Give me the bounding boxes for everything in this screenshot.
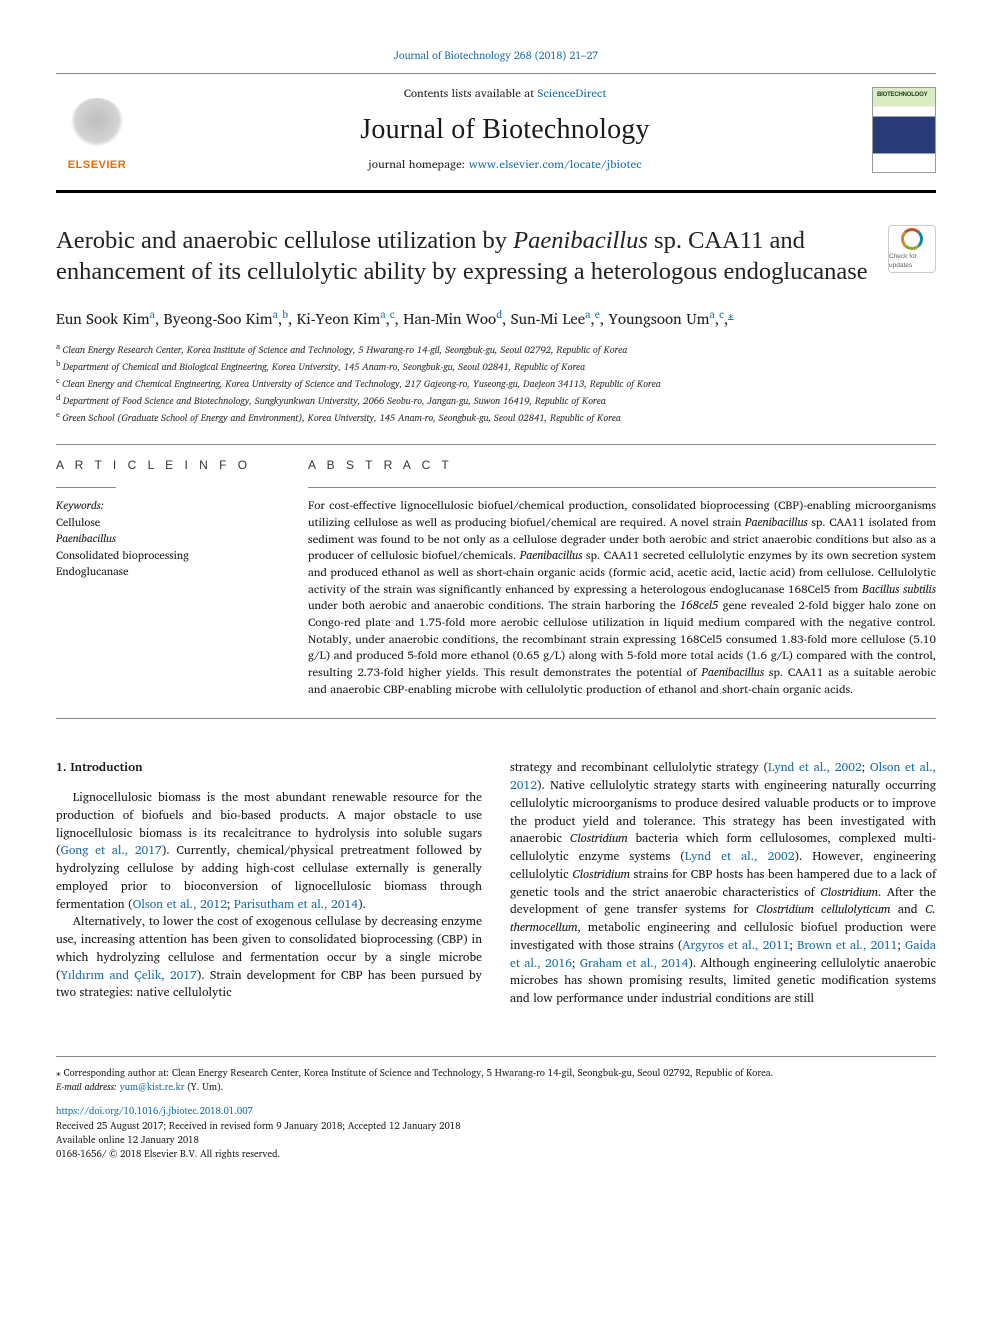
author-name: Sun-Mi Lee [511, 306, 585, 331]
article-title: Aerobic and anaerobic cellulose utilizat… [56, 225, 870, 288]
journal-cover-thumbnail: BIOTECHNOLOGY [872, 87, 936, 173]
article-info-head: A R T I C L E I N F O [56, 457, 276, 474]
corresponding-email-link[interactable]: yum@kist.re.kr [120, 1080, 185, 1095]
article-info-rule [56, 487, 116, 488]
keyword-item: Paenibacillus [56, 530, 276, 547]
introduction-heading: 1. Introduction [56, 759, 482, 777]
cover-label: BIOTECHNOLOGY [877, 91, 931, 99]
author-name: Han-Min Woo [403, 306, 496, 331]
running-citation: Journal of Biotechnology 268 (2018) 21–2… [56, 48, 936, 63]
ref-argyros-2011[interactable]: Argyros et al., 2011 [682, 936, 789, 955]
author-name: Youngsoon Um [608, 306, 709, 331]
email-label: E-mail address: [56, 1080, 120, 1095]
keyword-item: Consolidated bioprocessing [56, 547, 276, 564]
t: and [890, 900, 925, 919]
article-history: Received 25 August 2017; Received in rev… [56, 1120, 936, 1134]
elsevier-tree-icon [69, 98, 125, 154]
ital: Clostridium cellulolyticum [756, 900, 890, 919]
affiliation-line: a Clean Energy Research Center, Korea In… [56, 341, 936, 358]
affiliation-line: d Department of Food Science and Biotech… [56, 392, 936, 409]
affiliation-text: Clean Energy Research Center, Korea Inst… [62, 343, 627, 358]
abstract-rule [308, 487, 936, 488]
ref-brown-2011[interactable]: Brown et al., 2011 [797, 936, 897, 955]
page-footer: ⁎ Corresponding author at: Clean Energy … [56, 1056, 936, 1163]
homepage-prefix: journal homepage: [368, 155, 468, 174]
ital: Clostridium [572, 865, 630, 884]
ref-yildirim-2017[interactable]: Yıldırım and Çelik, 2017 [61, 966, 197, 985]
affiliation-text: Department of Chemical and Biological En… [63, 360, 585, 375]
article-info-panel: A R T I C L E I N F O Keywords: Cellulos… [56, 457, 276, 699]
ital: Clostridium [820, 883, 878, 902]
author-sep: , [395, 306, 404, 331]
affiliation-text: Green School (Graduate School of Energy … [62, 411, 621, 426]
ref-lynd-2002[interactable]: Lynd et al., 2002 [768, 758, 862, 777]
t: ). [358, 895, 366, 914]
corresponding-author-marker[interactable]: ⁎ [728, 305, 733, 323]
keyword-item: Cellulose [56, 514, 276, 531]
available-online: Available online 12 January 2018 [56, 1134, 936, 1148]
journal-homepage-line: journal homepage: www.elsevier.com/locat… [156, 157, 854, 173]
elsevier-wordmark: ELSEVIER [68, 158, 126, 173]
affiliation-text: Department of Food Science and Biotechno… [63, 394, 606, 409]
author-name: Eun Sook Kim [56, 306, 150, 331]
abstract-head: A B S T R A C T [308, 457, 936, 474]
affiliation-line: c Clean Energy and Chemical Engineering,… [56, 375, 936, 392]
check-for-updates-badge[interactable]: Check for updates [888, 225, 936, 273]
copyright-line: 0168-1656/ © 2018 Elsevier B.V. All righ… [56, 1148, 936, 1162]
intro-para-1: Lignocellulosic biomass is the most abun… [56, 789, 482, 913]
journal-title: Journal of Biotechnology [156, 110, 854, 149]
intro-para-2: Alternatively, to lower the cost of exog… [56, 913, 482, 1002]
sciencedirect-link[interactable]: ScienceDirect [537, 84, 606, 103]
affiliation-text: Clean Energy and Chemical Engineering, K… [62, 377, 661, 392]
contents-prefix: Contents lists available at [404, 84, 538, 103]
ref-lynd-2002-b[interactable]: Lynd et al., 2002 [685, 847, 795, 866]
affiliation-label: d [56, 390, 63, 404]
keyword-item: Endoglucanase [56, 563, 276, 580]
rule-above-abstract [56, 444, 936, 445]
keywords-list: CellulosePaenibacillusConsolidated biopr… [56, 514, 276, 580]
doi-link[interactable]: https://doi.org/10.1016/j.jbiotec.2018.0… [56, 1104, 253, 1119]
journal-homepage-link[interactable]: www.elsevier.com/locate/jbiotec [469, 155, 642, 174]
t: ; [862, 758, 870, 777]
t: ; [790, 936, 798, 955]
affiliation-list: a Clean Energy Research Center, Korea In… [56, 341, 936, 426]
corresponding-author-note: ⁎ Corresponding author at: Clean Energy … [56, 1067, 936, 1096]
intro-para-2-cont: strategy and recombinant cellulolytic st… [510, 759, 936, 1008]
body-column-left: 1. Introduction Lignocellulosic biomass … [56, 759, 482, 1008]
abstract-panel: A B S T R A C T For cost-effective ligno… [308, 457, 936, 699]
masthead: ELSEVIER Contents lists available at Sci… [56, 73, 936, 193]
author-list: Eun Sook Kima, Byeong-Soo Kima,b, Ki-Yeo… [56, 307, 936, 331]
keywords-label: Keywords: [56, 498, 276, 513]
ref-gong-2017[interactable]: Gong et al., 2017 [61, 841, 162, 860]
t: ; [227, 895, 234, 914]
body-column-right: strategy and recombinant cellulolytic st… [510, 759, 936, 1008]
author-sep: , [155, 306, 164, 331]
affiliation-line: e Green School (Graduate School of Energ… [56, 409, 936, 426]
title-part-1: Aerobic and anaerobic cellulose utilizat… [56, 227, 513, 254]
title-italic-1: Paenibacillus [513, 227, 648, 254]
author-name: Byeong-Soo Kim [164, 306, 273, 331]
t: ⁎ Corresponding author at: Clean Energy … [56, 1066, 773, 1081]
t: (Y. Um). [184, 1080, 223, 1095]
contents-line: Contents lists available at ScienceDirec… [156, 86, 854, 102]
ref-graham-2014[interactable]: Graham et al., 2014 [580, 954, 689, 973]
author-sep: , [288, 306, 297, 331]
elsevier-logo: ELSEVIER [56, 84, 138, 176]
author-sep: , [502, 306, 511, 331]
affiliation-line: b Department of Chemical and Biological … [56, 358, 936, 375]
abstract-body: For cost-effective lignocellulosic biofu… [308, 498, 936, 698]
check-updates-label: Check for updates [889, 252, 935, 270]
ref-olson-2012[interactable]: Olson et al., 2012 [133, 895, 227, 914]
t: ; [572, 954, 580, 973]
t: ; [898, 936, 906, 955]
affiliation-label: b [56, 356, 63, 370]
author-name: Ki-Yeon Kim [297, 306, 381, 331]
t: strategy and recombinant cellulolytic st… [510, 758, 768, 777]
crossmark-icon [901, 228, 923, 250]
ital: Clostridium [570, 829, 628, 848]
ref-parisutham-2014[interactable]: Parisutham et al., 2014 [234, 895, 358, 914]
